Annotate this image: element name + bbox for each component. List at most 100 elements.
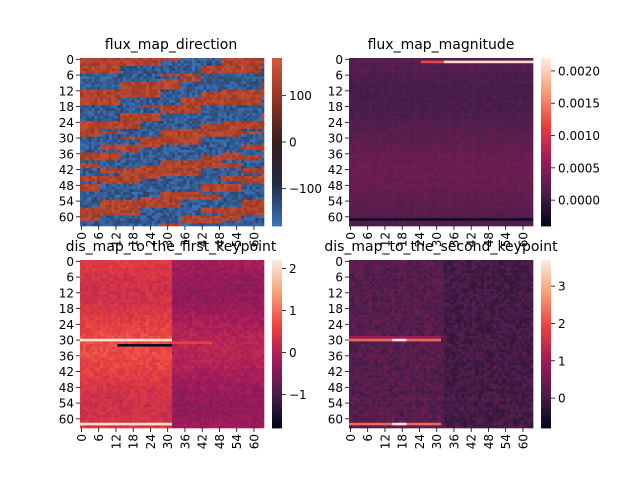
heatmap-cell	[169, 186, 173, 190]
heatmap-cell	[123, 147, 127, 151]
heatmap-cell	[215, 81, 219, 85]
heatmap-cell	[149, 184, 153, 187]
heatmap-cell	[212, 121, 216, 124]
heatmap-cell	[123, 210, 127, 214]
heatmap-cell	[177, 168, 181, 172]
heatmap-cell	[105, 107, 110, 111]
heatmap-cell	[212, 89, 216, 93]
heatmap-cell	[131, 207, 135, 211]
heatmap-cell	[229, 149, 233, 153]
heatmap-cell	[183, 170, 187, 174]
heatmap-cell	[420, 81, 425, 85]
heatmap-cell	[238, 215, 242, 219]
heatmap-cell	[504, 71, 508, 75]
heatmap-cell	[172, 86, 176, 90]
heatmap-cell	[261, 92, 265, 96]
heatmap-cell	[349, 71, 353, 75]
heatmap-cell	[174, 86, 179, 90]
heatmap-cell	[255, 134, 259, 138]
heatmap-cell	[218, 58, 222, 61]
heatmap-cell	[197, 176, 202, 180]
heatmap-cell	[85, 123, 89, 127]
heatmap-cell	[212, 79, 216, 82]
heatmap-cell	[85, 126, 89, 130]
heatmap-cell	[200, 170, 204, 174]
heatmap-cell	[255, 118, 259, 122]
heatmap-cell	[200, 107, 204, 111]
heatmap-cell	[420, 84, 425, 88]
heatmap-cell	[189, 128, 193, 132]
heatmap-cell	[235, 170, 239, 174]
heatmap-cell	[258, 115, 262, 119]
heatmap-cell	[186, 207, 190, 211]
heatmap-cell	[481, 68, 485, 72]
heatmap-cell	[255, 73, 259, 77]
heatmap-cell	[261, 142, 265, 145]
heatmap-cell	[157, 123, 161, 127]
heatmap-cell	[235, 121, 239, 124]
heatmap-cell	[169, 157, 173, 161]
heatmap-cell	[134, 215, 138, 219]
heatmap-cell	[226, 173, 230, 177]
colorbar-segment	[272, 162, 282, 165]
heatmap-cell	[111, 160, 115, 164]
heatmap-cell	[123, 94, 127, 98]
x-tick-label: 48	[213, 232, 227, 247]
heatmap-cell	[349, 68, 353, 72]
heatmap-cell	[94, 92, 98, 96]
heatmap-cell	[374, 73, 379, 77]
x-tick-label: 42	[196, 232, 210, 247]
heatmap-cell	[166, 118, 170, 122]
heatmap-cell	[209, 170, 213, 174]
heatmap-cell	[238, 202, 242, 206]
heatmap-cell	[131, 89, 135, 93]
heatmap-cell	[174, 115, 179, 119]
heatmap-cell	[143, 89, 147, 93]
heatmap-cell	[177, 131, 181, 135]
heatmap-cell	[91, 189, 95, 193]
heatmap-cell	[212, 215, 216, 219]
heatmap-cell	[212, 205, 216, 208]
heatmap-cell	[85, 134, 89, 138]
heatmap-cell	[180, 139, 184, 143]
heatmap-cell	[177, 152, 181, 156]
heatmap-cell	[85, 89, 89, 93]
heatmap-cell	[126, 113, 130, 117]
heatmap-cell	[160, 102, 164, 106]
heatmap-cell	[209, 100, 213, 103]
heatmap-cell	[183, 110, 187, 114]
heatmap-cell	[149, 149, 153, 153]
heatmap-cell	[166, 121, 170, 124]
heatmap-cell	[232, 68, 236, 72]
heatmap-cells	[80, 58, 265, 227]
heatmap-cell	[357, 65, 361, 69]
heatmap-cell	[97, 107, 101, 111]
colorbar-segment	[272, 176, 282, 179]
heatmap-cell	[498, 58, 502, 61]
heatmap-cell	[154, 160, 158, 164]
heatmap-cell	[97, 123, 101, 127]
heatmap-cell	[143, 149, 147, 153]
heatmap-cell	[120, 84, 124, 88]
heatmap-cell	[212, 149, 216, 153]
heatmap-cell	[154, 173, 158, 177]
heatmap-cell	[97, 110, 101, 114]
heatmap-cell	[203, 178, 207, 182]
heatmap-cell	[392, 86, 396, 90]
heatmap-cell	[94, 97, 98, 101]
heatmap-cell	[157, 202, 161, 206]
heatmap-cell	[218, 168, 222, 172]
heatmap-cell	[363, 84, 367, 88]
heatmap-cell	[218, 189, 222, 193]
heatmap-cell	[510, 71, 514, 75]
heatmap-cell	[223, 218, 227, 222]
heatmap-cell	[88, 65, 92, 69]
heatmap-cell	[429, 63, 433, 67]
heatmap-cell	[97, 105, 101, 109]
heatmap-cell	[504, 73, 508, 77]
heatmap-cell	[123, 97, 127, 101]
heatmap-cell	[103, 178, 107, 182]
heatmap-cell	[151, 215, 156, 219]
heatmap-cell	[235, 210, 239, 214]
heatmap-cell	[243, 139, 248, 143]
